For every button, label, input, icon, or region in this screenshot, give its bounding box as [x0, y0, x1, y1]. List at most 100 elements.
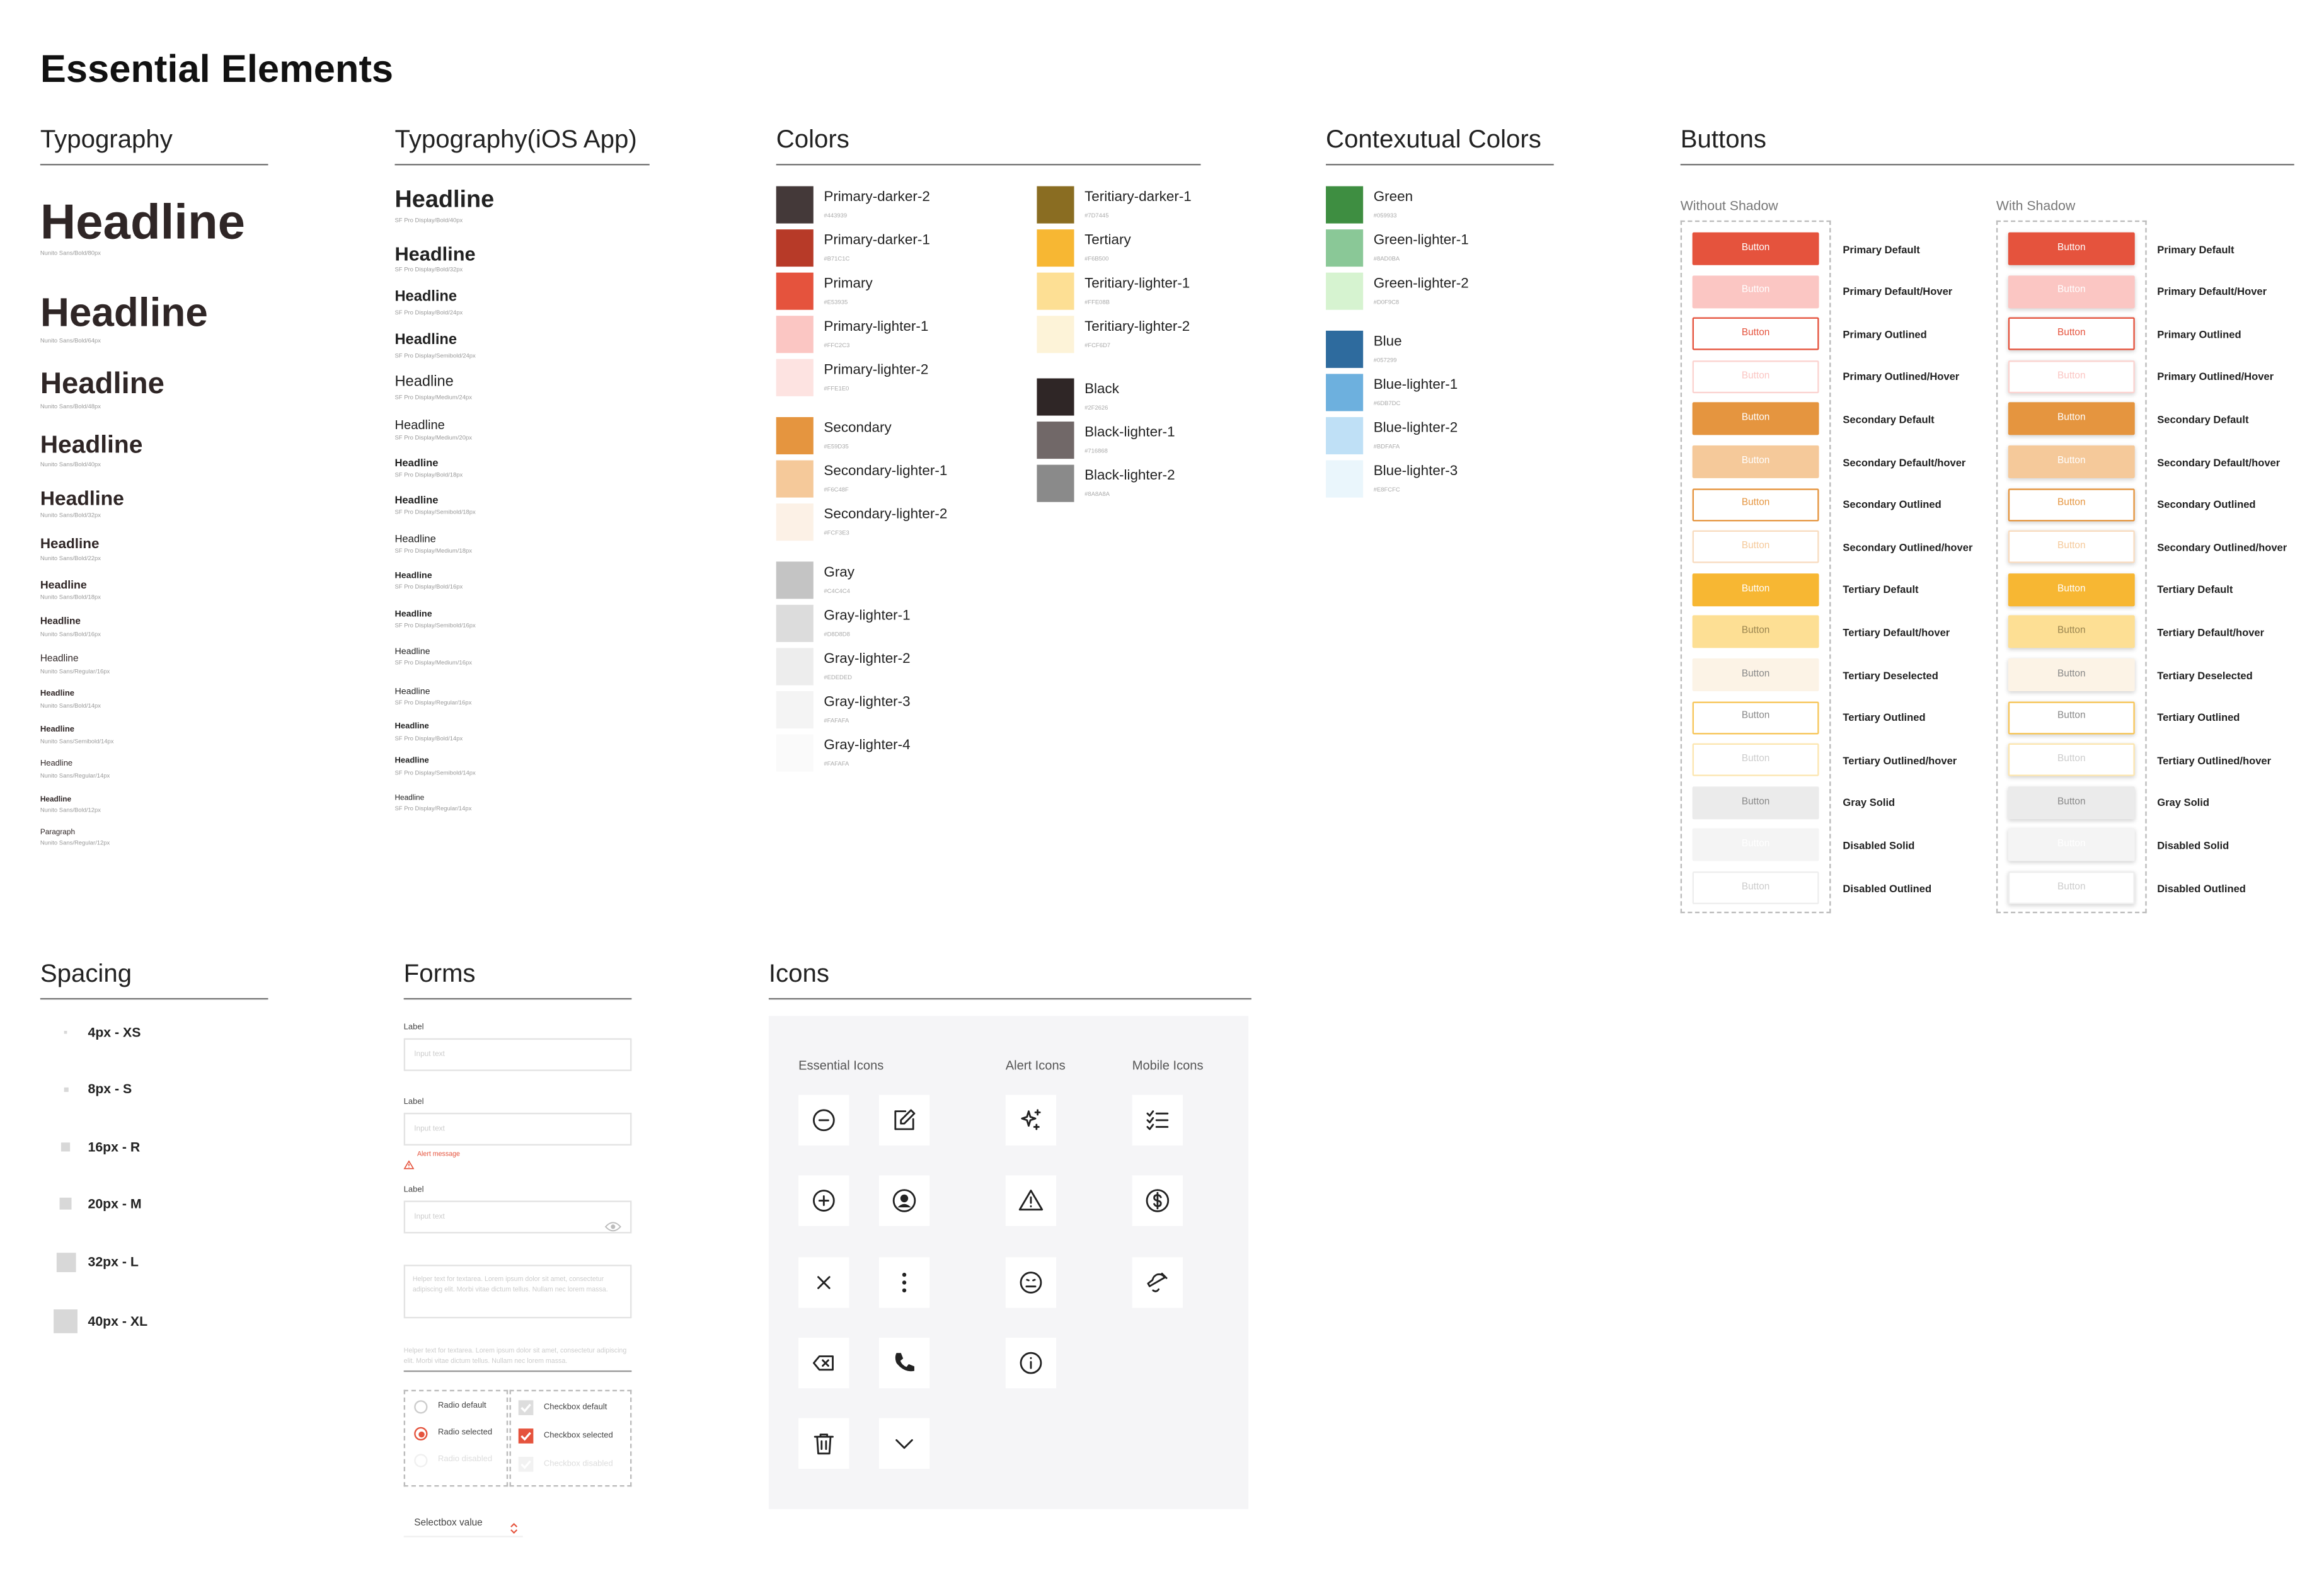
- section-title: Forms: [403, 958, 476, 987]
- button-text: Button: [2057, 711, 2086, 722]
- button-state-label: Tertiary Default/hover: [2157, 628, 2265, 639]
- button[interactable]: [1692, 403, 1819, 436]
- icon-shape: [892, 1189, 916, 1213]
- button-text: Button: [1741, 285, 1770, 296]
- text-input[interactable]: [403, 1200, 632, 1234]
- text-input[interactable]: [403, 1112, 632, 1146]
- text-input[interactable]: [403, 1038, 632, 1071]
- typography-spec: Nunito Sans/Regular/12px: [40, 838, 110, 846]
- color-name: Gray-lighter-2: [824, 651, 911, 668]
- color-swatch: [776, 272, 814, 310]
- icon: [521, 1460, 531, 1469]
- button[interactable]: [2008, 701, 2135, 734]
- button-text: Button: [1741, 242, 1770, 253]
- button[interactable]: [2008, 744, 2135, 777]
- ios-typography-spec: SF Pro Display/Semibold/18px: [394, 507, 476, 515]
- button-state-label: Primary Outlined/Hover: [2157, 372, 2274, 384]
- typography-sample: Headline: [40, 289, 208, 335]
- typography-spec: Nunito Sans/Bold/40px: [40, 460, 101, 468]
- spacing-square: [55, 1252, 76, 1272]
- button[interactable]: [1692, 488, 1819, 521]
- checkbox[interactable]: [518, 1457, 534, 1472]
- ios-typography-spec: SF Pro Display/Semibold/16px: [394, 621, 476, 629]
- typography-sample: Headline: [40, 616, 81, 627]
- spacing-square: [60, 1142, 71, 1152]
- button[interactable]: [2008, 829, 2135, 862]
- icon-shape: [814, 1433, 834, 1455]
- button[interactable]: [2008, 658, 2135, 691]
- color-swatch: [1037, 422, 1074, 459]
- button[interactable]: [2008, 275, 2135, 308]
- typography-sample: Headline: [40, 487, 124, 510]
- button[interactable]: [2008, 360, 2135, 393]
- button[interactable]: [1692, 275, 1819, 308]
- typography-sample: Headline: [40, 725, 75, 735]
- section-underline: [40, 997, 268, 1000]
- button[interactable]: [2008, 232, 2135, 265]
- button[interactable]: [2008, 403, 2135, 436]
- icon: [902, 1272, 907, 1292]
- checkbox[interactable]: [518, 1400, 534, 1415]
- color-name: Primary-lighter-1: [824, 319, 929, 336]
- button[interactable]: [2008, 616, 2135, 649]
- button[interactable]: [1692, 829, 1819, 862]
- button[interactable]: [2008, 871, 2135, 905]
- typography-sample: Headline: [40, 690, 75, 699]
- button-state-label: Tertiary Outlined/hover: [1843, 756, 1957, 767]
- color-hex: #FCF3E3: [824, 529, 849, 537]
- button[interactable]: [1692, 573, 1819, 606]
- spacing-label: 16px - R: [88, 1139, 141, 1154]
- section-title: Typography: [40, 124, 173, 153]
- ios-typography-sample: Headline: [394, 495, 439, 506]
- color-hex: #E8FCFC: [1373, 485, 1400, 493]
- icon: [521, 1403, 531, 1413]
- button[interactable]: [1692, 658, 1819, 691]
- button[interactable]: [1692, 744, 1819, 777]
- checkbox[interactable]: [518, 1428, 534, 1444]
- button-state-label: Primary Default: [1843, 244, 1920, 256]
- ios-typography-spec: SF Pro Display/Bold/24px: [394, 307, 463, 316]
- button[interactable]: [1692, 786, 1819, 819]
- button-text: Button: [1741, 498, 1770, 508]
- textarea[interactable]: [403, 1265, 632, 1319]
- section-title: Icons: [768, 958, 829, 987]
- button-state-label: Disabled Outlined: [2157, 884, 2246, 895]
- icon-tile: [878, 1418, 930, 1469]
- button[interactable]: [1692, 871, 1819, 905]
- radio[interactable]: [414, 1427, 428, 1441]
- icon: [894, 1109, 916, 1130]
- icon-tile: [1132, 1256, 1183, 1307]
- button[interactable]: [1692, 531, 1819, 564]
- color-name: Green-lighter-2: [1373, 275, 1469, 292]
- color-name: Teritiary-darker-1: [1084, 189, 1192, 206]
- button[interactable]: [2008, 786, 2135, 819]
- color-swatch: [776, 734, 814, 772]
- button[interactable]: [2008, 573, 2135, 606]
- button[interactable]: [1692, 701, 1819, 734]
- button[interactable]: [1692, 360, 1819, 393]
- button-column-title: With Shadow: [1996, 197, 2076, 212]
- icon-shape: [521, 1432, 531, 1441]
- button[interactable]: [1692, 232, 1819, 265]
- button[interactable]: [1692, 616, 1819, 649]
- button-text: Button: [2057, 668, 2086, 679]
- button-state-label: Secondary Default/hover: [2157, 457, 2281, 469]
- button[interactable]: [1692, 317, 1819, 351]
- button[interactable]: [2008, 531, 2135, 564]
- button[interactable]: [2008, 445, 2135, 478]
- color-name: Blue-lighter-3: [1373, 463, 1458, 480]
- icon-shape: [1146, 1110, 1169, 1130]
- button[interactable]: [2008, 317, 2135, 351]
- button-state-label: Tertiary Deselected: [2157, 671, 2253, 682]
- typography-spec: Nunito Sans/Bold/18px: [40, 593, 101, 601]
- radio-frame: [403, 1389, 509, 1487]
- button[interactable]: [1692, 445, 1819, 478]
- button[interactable]: [2008, 488, 2135, 521]
- icon-tile: [1005, 1175, 1057, 1227]
- section-underline: [768, 997, 1251, 1000]
- radio[interactable]: [414, 1454, 428, 1468]
- selectbox[interactable]: [403, 1510, 523, 1537]
- radio[interactable]: [414, 1400, 428, 1414]
- typography-sample: Headline: [40, 760, 73, 769]
